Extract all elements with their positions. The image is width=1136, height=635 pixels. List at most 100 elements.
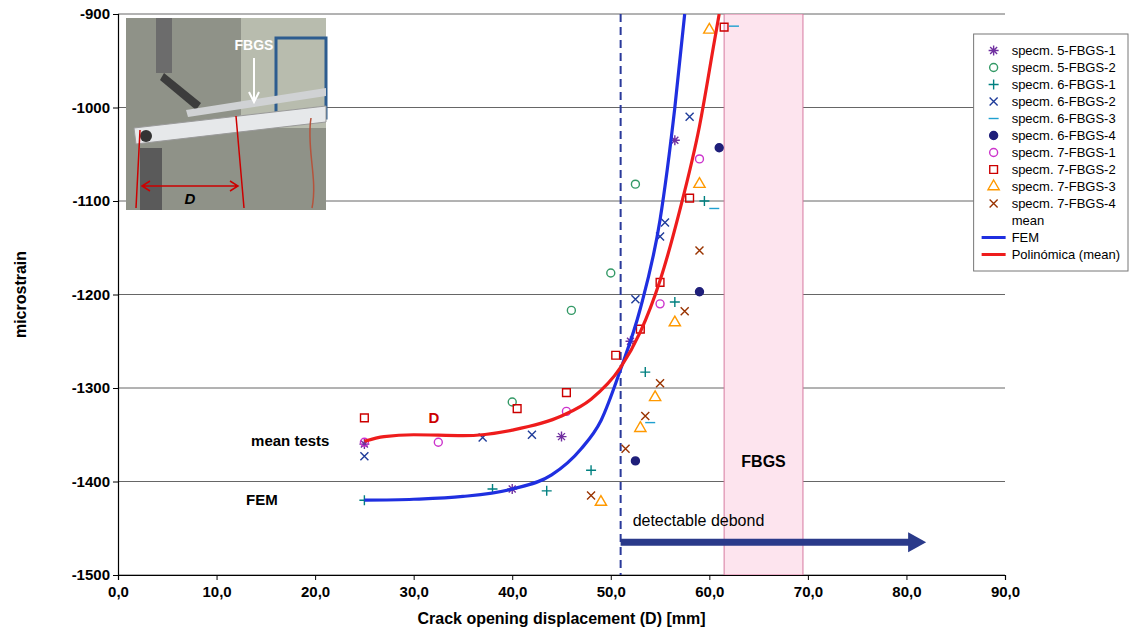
x-tick-label: 50,0 bbox=[597, 583, 626, 600]
x-tick: 50,0 bbox=[597, 575, 626, 600]
legend-entry: specm. 7-FBGS-4 bbox=[990, 196, 1116, 211]
x-tick: 60,0 bbox=[695, 575, 724, 600]
legend: specm. 5-FBGS-1specm. 5-FBGS-2specm. 6-F… bbox=[974, 34, 1128, 271]
y-axis-line bbox=[113, 15, 119, 576]
legend-entry: specm. 7-FBGS-3 bbox=[988, 179, 1116, 194]
chart: 0,010,020,030,040,050,060,070,080,090,0-… bbox=[0, 0, 1136, 635]
legend-key bbox=[990, 149, 998, 157]
point bbox=[631, 457, 639, 465]
legend-key bbox=[990, 64, 998, 72]
inset-label: D bbox=[185, 190, 196, 207]
point bbox=[715, 144, 723, 152]
legend-label: specm. 7-FBGS-3 bbox=[1012, 179, 1116, 194]
legend-key bbox=[989, 80, 999, 90]
y-tick-mark bbox=[113, 14, 118, 15]
x-tick-mark bbox=[512, 575, 513, 580]
series bbox=[360, 113, 693, 460]
x-tick-label: 80,0 bbox=[892, 583, 921, 600]
inset-wire bbox=[310, 118, 314, 208]
x-tick-label: 60,0 bbox=[695, 583, 724, 600]
legend-key bbox=[982, 253, 1006, 256]
inset-label: FBGS bbox=[235, 37, 274, 53]
legend-entry: specm. 6-FBGS-1 bbox=[989, 77, 1116, 92]
point bbox=[686, 113, 694, 121]
legend-label: specm. 6-FBGS-2 bbox=[1012, 94, 1116, 109]
legend-entry: specm. 5-FBGS-1 bbox=[989, 43, 1116, 58]
point bbox=[586, 465, 596, 475]
point bbox=[595, 496, 606, 506]
x-axis-title: Crack opening displacement (D) [mm] bbox=[417, 610, 705, 627]
point bbox=[729, 25, 739, 26]
legend-key bbox=[990, 200, 998, 208]
grid-line bbox=[118, 294, 1005, 295]
point bbox=[361, 414, 369, 422]
point bbox=[656, 300, 664, 308]
legend-entry: mean bbox=[1012, 213, 1045, 228]
point bbox=[622, 445, 630, 453]
x-axis-line bbox=[119, 576, 1006, 581]
point bbox=[360, 452, 368, 460]
legend-entry: specm. 7-FBGS-1 bbox=[990, 145, 1116, 160]
y-axis-title: microstrain bbox=[12, 251, 29, 338]
legend-key bbox=[982, 236, 1006, 239]
grid-line bbox=[118, 388, 1005, 389]
legend-entry: specm. 6-FBGS-2 bbox=[990, 94, 1116, 109]
inset-lower-rod bbox=[140, 148, 162, 210]
point bbox=[695, 288, 703, 296]
point bbox=[640, 367, 650, 377]
legend-label: specm. 6-FBGS-1 bbox=[1012, 77, 1116, 92]
legend-label: Polinómica (mean) bbox=[1012, 247, 1120, 262]
point bbox=[695, 155, 703, 163]
point bbox=[695, 247, 703, 255]
arrow-head bbox=[908, 532, 926, 552]
grid-line bbox=[118, 14, 1005, 15]
series-line bbox=[364, 14, 719, 441]
y-tick: -1400 bbox=[72, 473, 118, 490]
inset-frame bbox=[276, 38, 326, 118]
y-tick-label: -1300 bbox=[72, 379, 110, 396]
point bbox=[699, 196, 709, 206]
x-tick-mark bbox=[709, 575, 710, 580]
point bbox=[542, 486, 552, 496]
inset-background bbox=[126, 18, 326, 210]
legend-key bbox=[989, 46, 999, 56]
y-tick-mark bbox=[113, 575, 118, 576]
x-tick-label: 70,0 bbox=[794, 583, 823, 600]
y-tick-label: -1100 bbox=[72, 192, 110, 209]
inset-dimension bbox=[136, 116, 244, 208]
legend-label: mean bbox=[1012, 213, 1045, 228]
point bbox=[567, 306, 575, 314]
y-tick-label: -1000 bbox=[72, 99, 110, 116]
y-tick-label: -1500 bbox=[72, 566, 110, 583]
point bbox=[720, 23, 728, 31]
series bbox=[595, 23, 715, 505]
y-tick-mark bbox=[113, 482, 118, 483]
point bbox=[661, 219, 669, 227]
point bbox=[645, 422, 655, 423]
legend-label: specm. 5-FBGS-1 bbox=[1012, 43, 1116, 58]
point bbox=[513, 405, 521, 413]
region-label: FBGS bbox=[741, 453, 786, 470]
y-tick-mark bbox=[113, 201, 118, 202]
inset-photo: FBGS D bbox=[126, 18, 326, 210]
legend-entry: FEM bbox=[982, 230, 1039, 245]
point bbox=[686, 194, 694, 202]
series bbox=[364, 14, 719, 441]
legend-key bbox=[988, 180, 999, 190]
y-tick: -1500 bbox=[72, 566, 118, 583]
inset-beam bbox=[134, 106, 326, 144]
y-tick-mark bbox=[113, 295, 118, 296]
legend-entry: Polinómica (mean) bbox=[982, 247, 1120, 262]
point bbox=[704, 23, 715, 33]
inset-pointer bbox=[249, 58, 259, 102]
x-tick: 30,0 bbox=[400, 575, 429, 600]
point bbox=[670, 297, 680, 307]
inset-upper-beam bbox=[186, 88, 326, 117]
y-tick-mark bbox=[113, 108, 118, 109]
inset-pin bbox=[140, 130, 152, 142]
x-tick: 70,0 bbox=[794, 575, 823, 600]
x-tick-label: 40,0 bbox=[498, 583, 527, 600]
point bbox=[557, 432, 567, 442]
x-tick-label: 30,0 bbox=[400, 583, 429, 600]
legend-label: specm. 7-FBGS-2 bbox=[1012, 162, 1116, 177]
